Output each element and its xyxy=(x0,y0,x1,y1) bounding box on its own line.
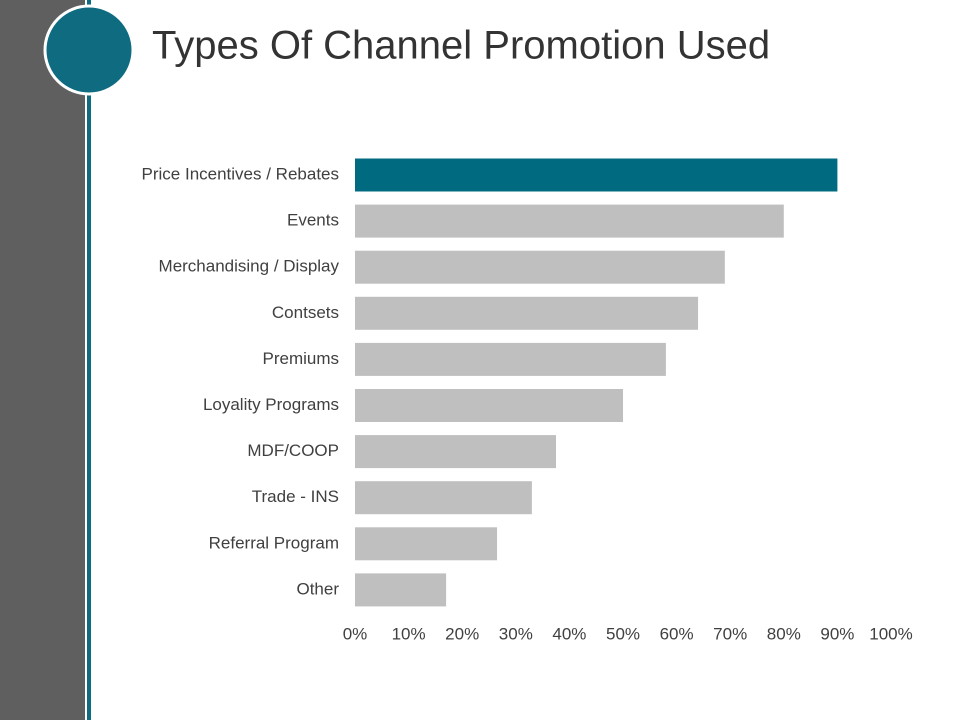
chart-title: Types Of Channel Promotion Used xyxy=(152,24,770,68)
x-tick-label: 90% xyxy=(820,624,854,643)
y-tick-label: MDF/COOP xyxy=(247,441,339,460)
bar xyxy=(355,573,447,607)
y-tick-label: Events xyxy=(287,211,339,230)
title-badge xyxy=(43,4,135,96)
y-tick-label: Other xyxy=(296,579,339,598)
y-tick-label: Trade - INS xyxy=(252,487,339,506)
x-tick-label: 50% xyxy=(606,624,640,643)
y-tick-label: Price Incentives / Rebates xyxy=(142,164,339,183)
bar xyxy=(355,342,666,376)
x-tick-label: 70% xyxy=(713,624,747,643)
y-tick-label: Merchandising / Display xyxy=(159,257,340,276)
x-tick-label: 0% xyxy=(343,624,368,643)
bar xyxy=(355,527,498,561)
side-band xyxy=(0,0,85,720)
x-tick-label: 100% xyxy=(869,624,912,643)
bar xyxy=(355,204,784,238)
x-tick-label: 30% xyxy=(499,624,533,643)
bar xyxy=(355,435,556,469)
y-tick-label: Referral Program xyxy=(209,533,339,552)
bar xyxy=(355,250,725,284)
y-tick-label: Contsets xyxy=(272,303,339,322)
bar xyxy=(355,389,623,422)
x-tick-label: 20% xyxy=(445,624,479,643)
bar xyxy=(355,296,699,330)
y-tick-label: Loyality Programs xyxy=(203,395,339,414)
x-tick-label: 10% xyxy=(392,624,426,643)
bar xyxy=(355,158,838,192)
x-tick-label: 60% xyxy=(660,624,694,643)
x-tick-label: 80% xyxy=(767,624,801,643)
bar xyxy=(355,481,532,515)
x-tick-label: 40% xyxy=(552,624,586,643)
side-line xyxy=(87,0,91,720)
y-tick-label: Premiums xyxy=(262,349,339,368)
